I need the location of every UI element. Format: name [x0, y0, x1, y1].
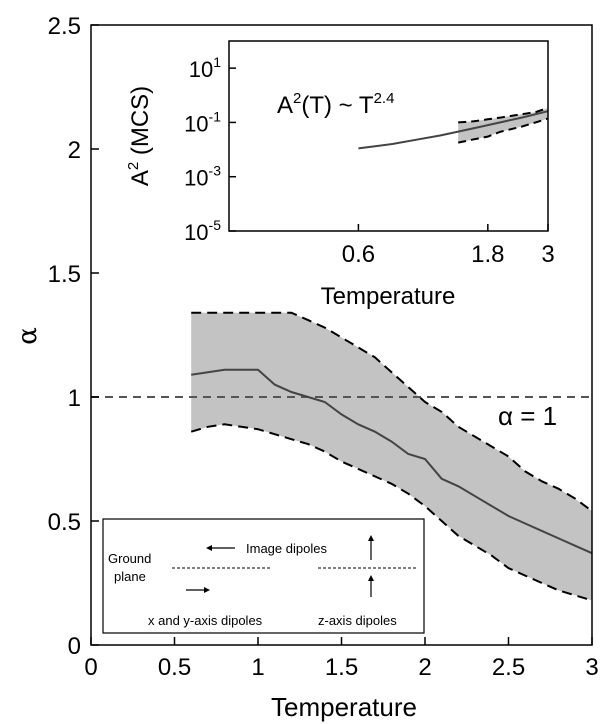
y-axis-label: α: [13, 327, 43, 345]
inset-y-tick-label: 10-5: [184, 217, 221, 245]
arrow-right-icon: [186, 587, 210, 593]
inset-x-axis-label: Temperature: [321, 283, 456, 310]
y-tick-label: 2: [68, 137, 81, 164]
z-dipoles-label: z-axis dipoles: [318, 613, 397, 628]
main-plot: 0 0.5 1 1.5 2 2.5 3 0 0.5 1 1.5 2 2.5 α = 1 Tempera…: [13, 13, 599, 722]
inset-lower-bound-line: [457, 117, 549, 144]
ground-plane-label: plane: [114, 569, 146, 584]
inset-plot: 0.6 1.8 3 10-5 10-3 10-1 101 A2(T) ~ T2.4 Tem…: [125, 40, 555, 310]
y-tick-label: 1: [68, 385, 81, 412]
inset-x-axis-ticks: 0.6 1.8 3: [342, 224, 555, 268]
inset-x-tick-label: 3: [541, 241, 554, 268]
xy-dipoles-label: x and y-axis dipoles: [148, 613, 263, 628]
x-axis-ticks: 0 0.5 1 1.5 2 2.5 3: [84, 637, 599, 681]
x-tick-label: 2.5: [492, 654, 525, 681]
inset-y-tick-label: 101: [189, 54, 221, 82]
y-axis-ticks: 0 0.5 1 1.5 2 2.5: [48, 13, 99, 660]
inset-mean-line: [358, 110, 549, 150]
x-tick-label: 0: [84, 654, 97, 681]
reference-line-label: α = 1: [498, 401, 557, 431]
inset-y-tick-label: 10-3: [184, 163, 221, 191]
y-tick-label: 0.5: [48, 509, 81, 536]
inset-y-axis-ticks: 10-5 10-3 10-1 101: [184, 54, 236, 245]
ground-plane-label: Ground: [108, 551, 151, 566]
legend: Ground plane Image dipoles x and y-axis …: [102, 518, 425, 634]
inset-upper-bound-line: [458, 107, 549, 124]
inset-background: [229, 41, 548, 231]
inset-frame: [228, 40, 549, 232]
arrow-up-icon: [368, 535, 374, 560]
inset-annotation: A2(T) ~ T2.4: [277, 90, 394, 119]
confidence-band: [191, 312, 592, 601]
inset-y-tick-label: 10-1: [184, 108, 221, 136]
arrow-left-icon: [206, 545, 235, 551]
x-axis-label: Temperature: [271, 692, 417, 722]
arrow-up-icon: [368, 575, 374, 597]
mean-line: [191, 368, 593, 555]
inset-x-tick-label: 1.8: [471, 241, 504, 268]
inset-y-axis-label: A2 (MCS): [125, 86, 154, 186]
image-dipoles-label: Image dipoles: [246, 541, 327, 556]
x-tick-label: 2: [418, 654, 431, 681]
lower-bound-line: [190, 423, 593, 602]
y-tick-label: 0: [68, 633, 81, 660]
upper-bound-line: [191, 311, 593, 512]
x-tick-label: 0.5: [158, 654, 191, 681]
y-tick-label: 1.5: [48, 261, 81, 288]
x-tick-label: 1: [251, 654, 264, 681]
y-tick-label: 2.5: [48, 13, 81, 40]
inset-x-tick-label: 0.6: [342, 241, 375, 268]
x-tick-label: 1.5: [325, 654, 358, 681]
x-tick-label: 3: [585, 654, 598, 681]
